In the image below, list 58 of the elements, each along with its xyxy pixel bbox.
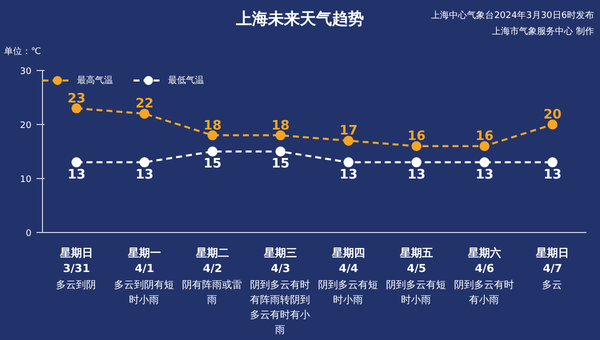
- y-tick-label: 0: [26, 229, 32, 239]
- point: [548, 120, 558, 130]
- x-tick-label: 星期四 4/4: [331, 246, 365, 276]
- x-tick-label: 星期一 4/1: [127, 246, 161, 276]
- y-tick-label: 30: [20, 67, 32, 77]
- data-label: 13: [407, 167, 426, 182]
- point: [208, 130, 218, 140]
- data-label: 23: [67, 91, 86, 106]
- text: 阴到多云有时有小雨: [453, 278, 515, 308]
- text: 上海中心气象台2024年3月30日6时发布: [431, 10, 594, 23]
- data-label: 13: [339, 167, 358, 182]
- text: 阴有阵雨或雷雨: [181, 278, 243, 308]
- legend-label: 最高气温: [77, 74, 113, 86]
- point: [276, 130, 286, 140]
- y-tick-label: 20: [20, 121, 32, 131]
- point: [208, 146, 218, 156]
- data-label: 13: [543, 167, 562, 182]
- text: 多云到阴: [55, 279, 97, 293]
- x-tick-label: 星期日 3/31: [59, 246, 93, 276]
- x-tick-label: 星期三 4/3: [263, 246, 297, 276]
- point: [72, 157, 82, 168]
- data-label: 17: [339, 124, 358, 139]
- data-label: 20: [543, 108, 562, 122]
- data-label: 16: [475, 129, 494, 144]
- data-label: 18: [271, 118, 290, 134]
- legend-label: 最低气温: [168, 74, 204, 86]
- x-tick-label: 星期五 4/5: [399, 246, 433, 276]
- text: 多云到阴有短时小雨: [113, 279, 175, 308]
- point: [344, 136, 354, 146]
- data-label: 22: [135, 96, 154, 112]
- data-label: 13: [67, 167, 86, 182]
- x-tick-label: 星期二 4/2: [195, 246, 229, 276]
- chart-title: 上海未来天气趋势: [236, 9, 364, 28]
- point: [140, 108, 150, 119]
- y-tick-label: 10: [20, 175, 32, 185]
- data-label: 18: [203, 118, 222, 134]
- point: [412, 157, 422, 168]
- point: [140, 157, 150, 168]
- data-label: 15: [203, 156, 222, 172]
- point: [412, 141, 422, 152]
- point: [276, 146, 286, 156]
- text: 多云: [541, 279, 563, 293]
- text: 阴到多云有短时小雨: [385, 279, 447, 308]
- text: 阴到多云有短时小雨: [317, 279, 379, 308]
- data-label: 13: [135, 167, 154, 182]
- data-label: 13: [475, 167, 494, 182]
- point: [344, 157, 354, 168]
- data-label: 15: [271, 156, 290, 172]
- x-tick-label: 星期六 4/6: [467, 246, 501, 276]
- text: 上海市气象服务中心 制作: [492, 26, 594, 39]
- point: [480, 157, 490, 168]
- text: 阴到多云有时有阵雨转阴到多云有时有小雨: [249, 278, 311, 338]
- y-axis-title: 单位：℃: [4, 46, 42, 59]
- point: [72, 103, 82, 114]
- x-tick-label: 星期日 4/7: [535, 246, 569, 276]
- data-label: 16: [407, 129, 426, 144]
- point: [548, 157, 558, 168]
- point: [480, 141, 490, 152]
